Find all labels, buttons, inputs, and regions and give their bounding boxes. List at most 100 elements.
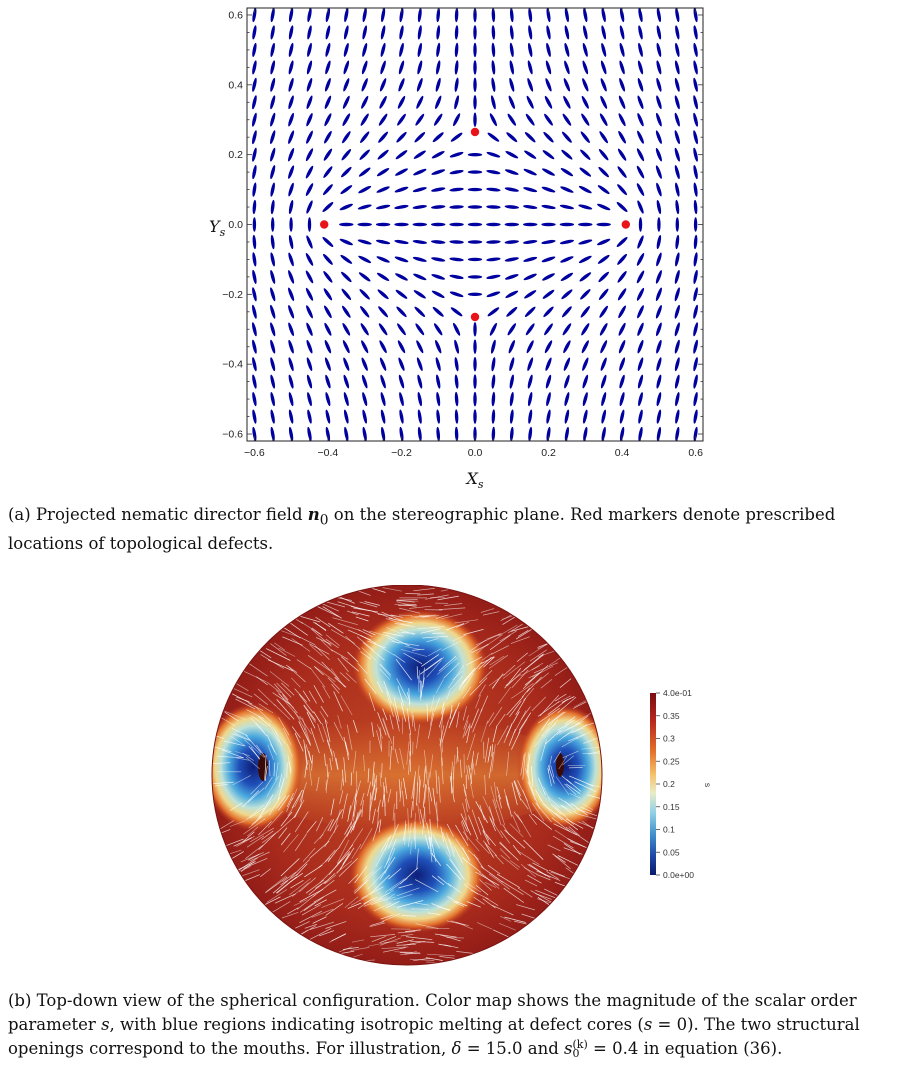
director-streak bbox=[408, 605, 432, 609]
director-glyph bbox=[559, 204, 574, 210]
director-streak bbox=[563, 847, 583, 855]
director-glyph bbox=[675, 234, 680, 250]
director-glyph bbox=[433, 323, 443, 336]
director-streak bbox=[473, 896, 485, 905]
director-streak bbox=[388, 824, 399, 849]
director-glyph bbox=[597, 185, 610, 195]
director-streak bbox=[463, 629, 484, 635]
director-glyph bbox=[397, 340, 406, 354]
director-streak bbox=[480, 866, 503, 883]
director-glyph bbox=[436, 426, 441, 441]
director-glyph bbox=[376, 239, 391, 245]
director-streak bbox=[542, 803, 563, 821]
director-streak bbox=[316, 605, 339, 617]
director-glyph bbox=[526, 340, 534, 354]
director-streak bbox=[316, 817, 324, 832]
director-glyph bbox=[506, 306, 518, 317]
director-glyph bbox=[394, 239, 409, 245]
director-streak bbox=[546, 871, 559, 880]
director-glyph bbox=[416, 77, 423, 92]
director-streak bbox=[399, 748, 405, 770]
director-glyph bbox=[357, 222, 372, 227]
director-streak bbox=[305, 879, 325, 894]
director-streak bbox=[441, 613, 463, 620]
director-streak bbox=[389, 878, 408, 892]
director-glyph bbox=[542, 273, 555, 281]
director-glyph bbox=[342, 131, 351, 144]
director-streak bbox=[342, 769, 344, 786]
director-streak bbox=[463, 715, 469, 730]
director-streak bbox=[379, 663, 392, 678]
director-streak bbox=[492, 799, 502, 826]
colorbar-gradient bbox=[650, 693, 656, 875]
director-glyph bbox=[580, 149, 591, 160]
director-glyph bbox=[675, 199, 680, 215]
director-glyph bbox=[454, 391, 459, 407]
director-glyph bbox=[416, 340, 424, 354]
director-glyph bbox=[581, 340, 589, 354]
director-glyph bbox=[580, 289, 591, 300]
director-streak bbox=[480, 720, 489, 742]
director-streak bbox=[431, 875, 445, 886]
director-streak bbox=[282, 698, 301, 720]
director-glyph bbox=[693, 95, 698, 110]
director-streak bbox=[333, 691, 343, 712]
director-glyph bbox=[619, 392, 625, 407]
director-glyph bbox=[307, 8, 312, 23]
director-streak bbox=[534, 789, 543, 803]
director-streak bbox=[468, 765, 473, 784]
director-glyph bbox=[618, 113, 626, 127]
director-streak bbox=[548, 869, 566, 877]
director-streak bbox=[403, 777, 408, 800]
director-glyph bbox=[417, 25, 422, 40]
director-streak bbox=[395, 715, 400, 732]
director-streak bbox=[482, 898, 496, 909]
director-streak bbox=[554, 711, 567, 720]
director-streak bbox=[371, 761, 375, 787]
director-glyph bbox=[486, 151, 501, 158]
director-streak bbox=[554, 829, 574, 843]
director-streak bbox=[309, 921, 335, 930]
director-glyph bbox=[270, 357, 276, 372]
director-streak bbox=[491, 744, 494, 757]
director-streak bbox=[475, 752, 479, 766]
director-glyph bbox=[252, 182, 257, 197]
equatorial-band bbox=[237, 720, 577, 830]
director-streak bbox=[306, 712, 316, 729]
director-glyph bbox=[380, 60, 386, 75]
colorbar-label: s bbox=[703, 783, 713, 787]
director-streak bbox=[430, 695, 435, 713]
director-streak bbox=[342, 853, 350, 865]
director-glyph bbox=[473, 25, 477, 40]
director-glyph bbox=[638, 217, 643, 232]
director-streak bbox=[503, 722, 513, 744]
director-streak bbox=[569, 775, 594, 787]
director-streak bbox=[534, 727, 550, 748]
director-streak bbox=[412, 648, 425, 651]
director-glyph bbox=[578, 222, 593, 227]
director-glyph bbox=[505, 150, 519, 159]
director-streak bbox=[446, 863, 462, 880]
director-streak bbox=[313, 889, 337, 903]
director-glyph bbox=[582, 78, 589, 92]
director-glyph bbox=[581, 323, 590, 336]
director-streak bbox=[550, 765, 555, 778]
director-streak bbox=[333, 722, 344, 742]
director-glyph bbox=[675, 42, 680, 57]
director-streak bbox=[428, 786, 433, 802]
director-glyph bbox=[270, 42, 275, 57]
director-glyph bbox=[342, 305, 351, 318]
director-streak bbox=[435, 770, 438, 794]
director-glyph bbox=[324, 95, 332, 109]
director-streak bbox=[309, 840, 330, 859]
director-streak bbox=[212, 744, 232, 753]
director-glyph bbox=[325, 8, 331, 23]
director-glyph bbox=[436, 391, 441, 407]
director-streak bbox=[354, 865, 368, 884]
director-streak bbox=[511, 669, 529, 689]
director-streak bbox=[531, 665, 554, 678]
director-glyph bbox=[454, 8, 459, 23]
director-glyph bbox=[343, 60, 350, 75]
director-glyph bbox=[322, 201, 334, 213]
director-glyph bbox=[378, 113, 388, 126]
